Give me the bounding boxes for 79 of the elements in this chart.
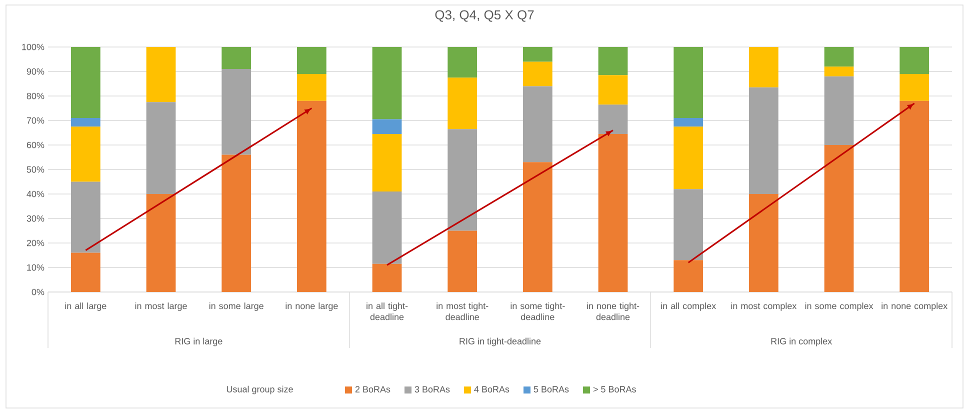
- bar: [598, 104, 628, 134]
- text: RIG in large: [175, 338, 222, 346]
- bar: [372, 192, 402, 264]
- bar: [146, 46, 176, 102]
- bar: [824, 76, 854, 145]
- x-tick-label: in most tight-deadline: [436, 302, 488, 320]
- bar: [674, 118, 704, 127]
- bar: [900, 74, 930, 101]
- bar: [222, 154, 252, 292]
- y-tick-label: 30%: [26, 215, 44, 222]
- bar: [70, 126, 100, 182]
- x-tick-label: in most complex: [731, 302, 797, 311]
- legend-label: > 5 BoRAs: [593, 386, 636, 392]
- x-tick-label: in all large: [65, 302, 106, 311]
- bar: [372, 264, 402, 292]
- bar: [824, 66, 854, 76]
- text: RIG in complex: [771, 338, 832, 346]
- bar: [448, 78, 478, 130]
- bar: [448, 46, 478, 78]
- bar: [448, 129, 478, 231]
- bar: [674, 260, 704, 292]
- legend-label: 3 BoRAs: [414, 386, 450, 392]
- bar: [296, 100, 326, 292]
- bar: [824, 46, 854, 67]
- chart-title: Q3, Q4, Q5 X Q7: [435, 10, 534, 22]
- bar: [222, 46, 252, 70]
- bar: [674, 46, 704, 118]
- y-tick-label: 20%: [26, 240, 44, 246]
- bar: [522, 62, 552, 86]
- x-tick-label: in all tight-deadline: [366, 302, 408, 320]
- bar: [748, 194, 778, 292]
- x-tick-label: in none tight-deadline: [587, 302, 640, 320]
- x-tick-label: in all complex: [661, 302, 716, 311]
- text: RIG in tight-deadline: [460, 338, 541, 346]
- y-tick-label: 50%: [26, 166, 44, 173]
- bar: [70, 252, 100, 292]
- y-tick-label: 80%: [26, 92, 44, 100]
- legend-label: 4 BoRAs: [474, 386, 510, 392]
- bar: [70, 182, 100, 253]
- bar: [598, 75, 628, 105]
- bar: [824, 145, 854, 292]
- y-tick-label: 0%: [32, 288, 44, 296]
- legend-label: 5 BoRAs: [534, 386, 569, 392]
- legend-title: Usual group size: [226, 386, 293, 394]
- bar: [372, 134, 402, 192]
- bar: [146, 194, 176, 292]
- bar: [748, 46, 778, 88]
- x-tick-label: in some complex: [805, 302, 874, 311]
- bar: [674, 126, 704, 190]
- bar: [70, 118, 100, 127]
- y-tick-label: 100%: [22, 44, 44, 50]
- y-tick-label: 40%: [26, 190, 44, 198]
- bar: [372, 119, 402, 134]
- x-tick-label: in some tight-deadline: [510, 302, 565, 320]
- bar: [674, 189, 704, 260]
- bar: [372, 46, 402, 120]
- bar: [222, 69, 252, 155]
- bar: [70, 46, 100, 118]
- x-tick-label: in none complex: [882, 302, 948, 311]
- y-tick-label: 70%: [26, 117, 44, 124]
- bar: [748, 87, 778, 194]
- bar: [296, 46, 326, 74]
- y-tick-label: 60%: [26, 142, 44, 148]
- x-tick-label: in none large: [286, 302, 338, 311]
- bar: [598, 46, 628, 76]
- bar: [598, 134, 628, 292]
- x-tick-label: in some large: [209, 302, 264, 311]
- x-tick-label: in most large: [135, 302, 187, 311]
- y-tick-label: 10%: [27, 264, 44, 271]
- bar: [146, 102, 176, 194]
- legend-label: 2 BoRAs: [355, 386, 390, 392]
- bar: [448, 230, 478, 292]
- bar: [900, 46, 930, 74]
- bar: [522, 162, 552, 292]
- bar: [296, 74, 326, 101]
- bar: [900, 100, 930, 292]
- y-tick-label: 90%: [26, 68, 44, 75]
- bar: [522, 86, 552, 162]
- bar: [522, 46, 552, 62]
